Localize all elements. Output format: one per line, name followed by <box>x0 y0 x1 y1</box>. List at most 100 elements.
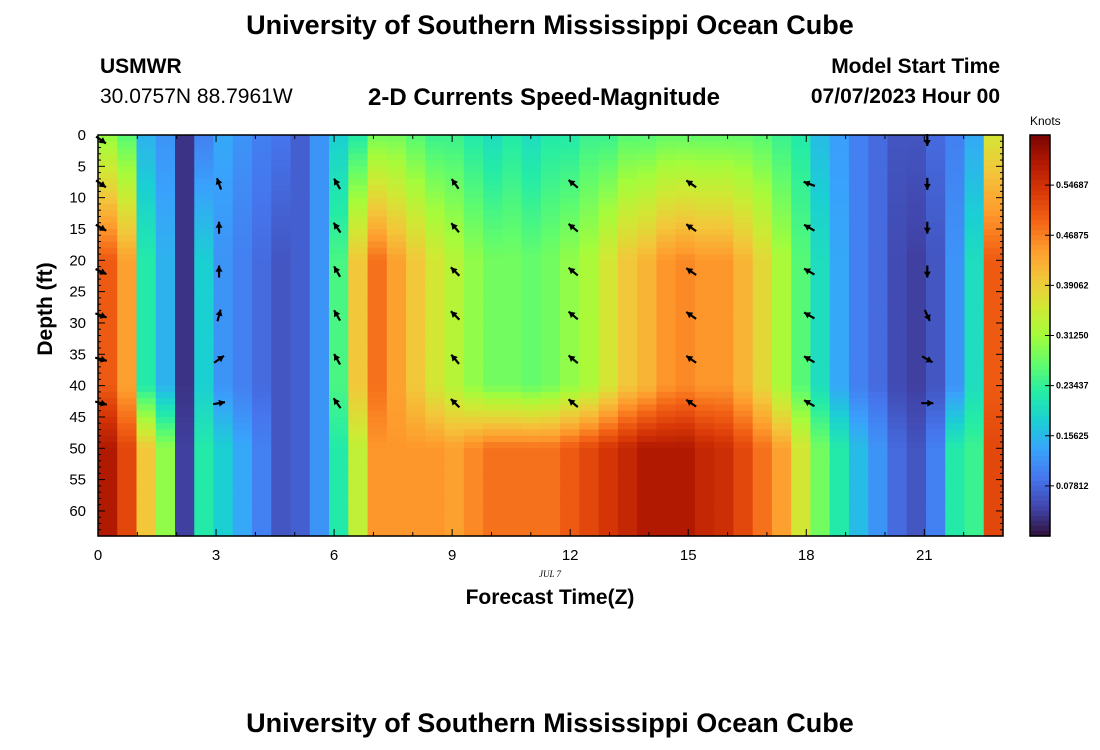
heatmap-cell <box>252 279 272 286</box>
heatmap-cell <box>521 141 542 149</box>
heatmap-cell <box>868 379 889 387</box>
heatmap-cell <box>848 141 869 149</box>
heatmap-cell <box>675 423 696 431</box>
heatmap-cell <box>348 510 369 518</box>
heatmap-cell <box>945 185 966 192</box>
heatmap-cell <box>617 366 638 374</box>
heatmap-cell <box>617 398 638 406</box>
heatmap-cell <box>848 210 869 218</box>
heatmap-cell <box>964 348 985 355</box>
heatmap-cell <box>406 203 426 211</box>
heatmap-cell <box>483 147 503 155</box>
heatmap-cell <box>425 479 446 487</box>
heatmap-cell <box>406 178 426 186</box>
heatmap-cell <box>367 529 388 537</box>
heatmap-cell <box>98 310 118 318</box>
heatmap-cell <box>714 166 735 174</box>
heatmap-cell <box>98 348 118 355</box>
heatmap-cell <box>579 348 600 355</box>
heatmap-cell <box>714 222 735 230</box>
heatmap-cell <box>290 423 311 431</box>
heatmap-cell <box>271 404 292 412</box>
heatmap-cell <box>271 423 292 431</box>
heatmap-cell <box>848 178 869 186</box>
heatmap-cell <box>386 473 407 481</box>
heatmap-cell <box>733 185 754 192</box>
heatmap-cell <box>194 391 215 399</box>
heatmap-cell <box>810 254 831 261</box>
heatmap-cell <box>983 172 1004 180</box>
heatmap-cell <box>406 254 426 261</box>
heatmap-cell <box>406 260 426 268</box>
heatmap-cell <box>983 310 1004 318</box>
heatmap-cell <box>98 166 118 174</box>
heatmap-cell <box>598 260 619 268</box>
heatmap-cell <box>714 448 735 456</box>
heatmap-cell <box>637 485 658 493</box>
heatmap-cell <box>887 141 908 149</box>
heatmap-cell <box>309 216 330 224</box>
heatmap-cell <box>714 467 735 474</box>
heatmap-cell <box>617 135 638 142</box>
heatmap-cell <box>194 429 215 437</box>
heatmap-cell <box>791 322 812 330</box>
heatmap-cell <box>925 135 946 142</box>
heatmap-cell <box>444 385 465 393</box>
heatmap-cell <box>964 410 985 418</box>
heatmap-cell <box>521 460 542 468</box>
heatmap-cell <box>521 147 542 155</box>
heatmap-cell <box>521 410 542 418</box>
heatmap-cell <box>829 517 850 525</box>
heatmap-cell <box>136 510 157 518</box>
heatmap-cell <box>906 360 927 368</box>
heatmap-cell <box>887 279 908 286</box>
heatmap-cell <box>791 373 812 380</box>
heatmap-cell <box>348 316 369 324</box>
heatmap-cell <box>521 197 542 205</box>
heatmap-cell <box>810 222 831 230</box>
heatmap-cell <box>637 517 658 525</box>
heatmap-cell <box>617 435 638 443</box>
heatmap-cell <box>502 216 523 224</box>
heatmap-cell <box>502 335 523 343</box>
heatmap-cell <box>617 153 638 161</box>
heatmap-cell <box>733 166 754 174</box>
heatmap-cell <box>964 247 985 255</box>
y-tick-label: 40 <box>69 378 86 395</box>
heatmap-cell <box>444 467 465 474</box>
heatmap-cell <box>194 153 215 161</box>
heatmap-cell <box>367 410 388 418</box>
heatmap-cell <box>945 341 966 349</box>
heatmap-cell <box>290 360 311 368</box>
heatmap-cell <box>502 517 523 525</box>
heatmap-cell <box>945 410 966 418</box>
heatmap-cell <box>714 329 735 337</box>
heatmap-cell <box>906 379 927 387</box>
x-tick-label: 21 <box>916 547 933 564</box>
heatmap-cell <box>791 523 812 531</box>
heatmap-cell <box>194 279 215 286</box>
heatmap-cell <box>329 467 349 474</box>
heatmap-cell <box>406 141 426 149</box>
heatmap-cell <box>271 241 292 249</box>
heatmap-cell <box>271 210 292 218</box>
heatmap-cell <box>271 479 292 487</box>
heatmap-cell <box>752 523 773 531</box>
heatmap-cell <box>136 410 157 418</box>
heatmap-cell <box>309 135 330 142</box>
heatmap-cell <box>925 479 946 487</box>
heatmap-cell <box>444 291 465 299</box>
heatmap-cell <box>290 454 311 462</box>
heatmap-cell <box>829 504 850 512</box>
heatmap-cell <box>868 479 889 487</box>
heatmap-cell <box>309 354 330 362</box>
heatmap-cell <box>848 510 869 518</box>
heatmap-cell <box>906 304 927 312</box>
heatmap-cell <box>136 297 157 305</box>
heatmap-cell <box>694 423 715 431</box>
heatmap-cell <box>945 291 966 299</box>
heatmap-cell <box>579 442 600 449</box>
heatmap-cell <box>887 335 908 343</box>
heatmap-cell <box>868 241 889 249</box>
